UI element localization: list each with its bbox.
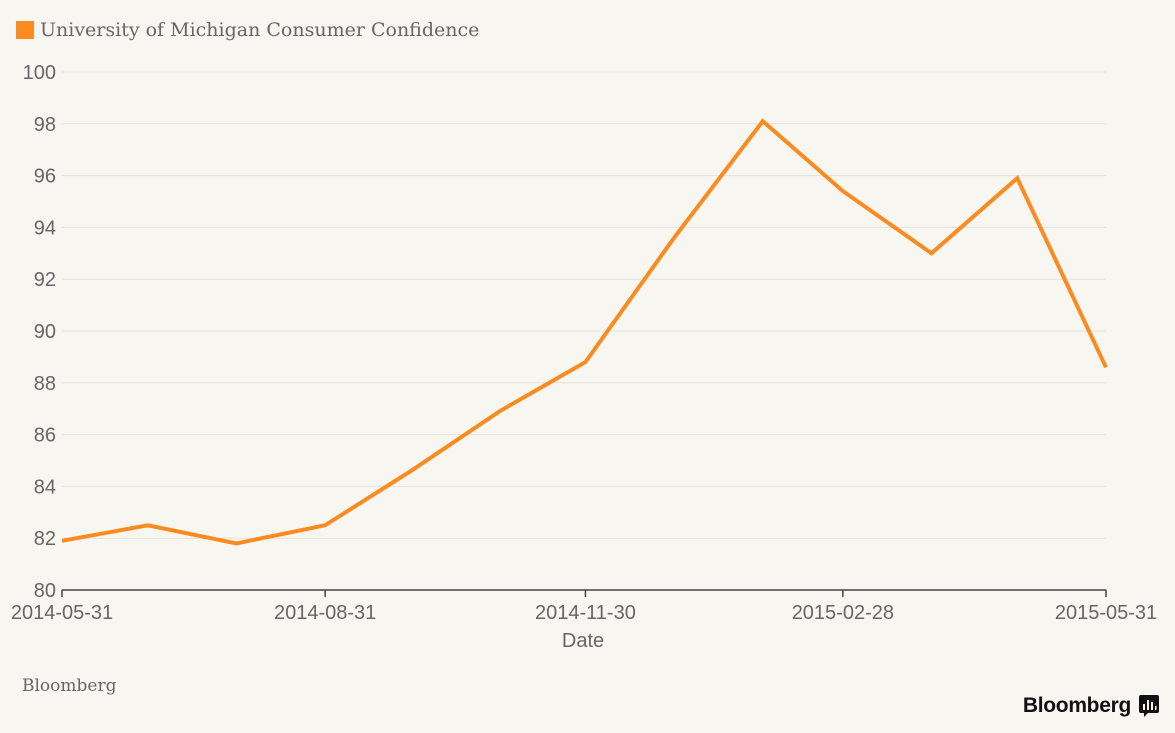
y-tick-label: 84 xyxy=(34,476,56,498)
x-tick-label: 2014-08-31 xyxy=(274,602,376,624)
series-line xyxy=(61,118,1108,546)
x-axis-title: Date xyxy=(562,630,604,652)
y-tick-label: 88 xyxy=(34,373,56,395)
bloomberg-chart-icon xyxy=(1139,695,1159,717)
y-tick-label: 80 xyxy=(34,580,56,602)
brand-logo: Bloomberg xyxy=(1023,694,1159,718)
y-tick-label: 82 xyxy=(34,528,56,550)
legend-swatch xyxy=(16,21,34,39)
y-tick-label: 94 xyxy=(34,217,56,239)
brand-name: Bloomberg xyxy=(1022,694,1131,717)
y-tick-label: 92 xyxy=(34,269,56,291)
y-tick-label: 100 xyxy=(23,62,56,84)
legend-label: University of Michigan Consumer Confiden… xyxy=(40,19,480,41)
x-tick-label: 2014-11-30 xyxy=(535,602,636,624)
x-tick-label: 2015-05-31 xyxy=(1055,602,1157,624)
y-tick-label: 90 xyxy=(34,321,56,343)
source-label: Bloomberg xyxy=(22,676,117,696)
x-axis: 2014-05-31 2014-08-31 2014-11-30 2015-02-28… xyxy=(11,589,1157,624)
y-tick-label: 98 xyxy=(34,114,56,136)
x-tick-label: 2014-05-31 xyxy=(11,602,113,624)
y-tick-label: 96 xyxy=(34,166,56,188)
series-layer xyxy=(61,118,1108,546)
y-tick-label: 86 xyxy=(34,425,56,447)
y-axis: 80 82 84 86 88 90 92 94 96 98 100 xyxy=(23,62,56,602)
gridlines xyxy=(62,71,1106,539)
x-tick-label: 2015-02-28 xyxy=(792,602,894,624)
chart-legend: University of Michigan Consumer Confiden… xyxy=(16,18,479,42)
